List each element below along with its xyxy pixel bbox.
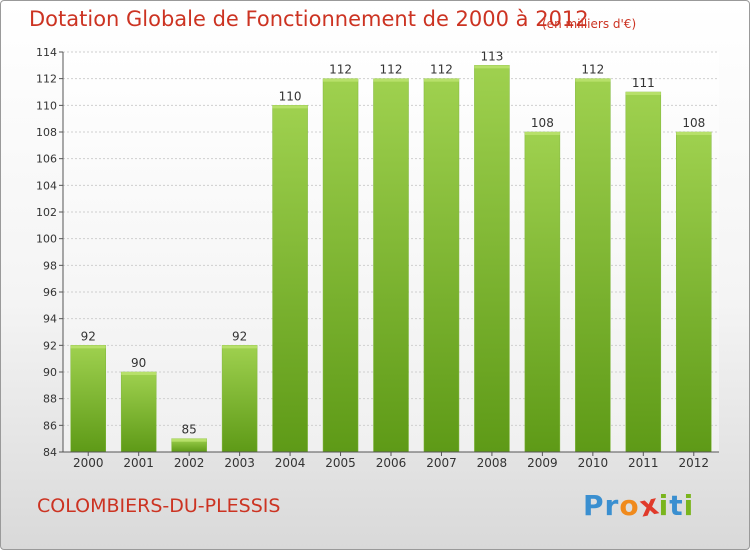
y-tick-label: 100 [36, 233, 57, 246]
y-tick-label: 112 [36, 73, 57, 86]
bar-2003 [221, 345, 258, 453]
y-tick-label: 88 [43, 393, 57, 406]
bar-highlight-2009 [524, 132, 560, 135]
data-label-2011: 111 [632, 76, 655, 90]
proxiti-logo[interactable]: Proxiti [583, 487, 695, 523]
bar-2000 [70, 345, 106, 453]
bar-highlight-2010 [575, 78, 611, 82]
bars [70, 65, 712, 453]
bar-highlight-2012 [676, 132, 712, 135]
logo-letter: P [583, 489, 605, 522]
x-tick-label: 2002 [174, 456, 205, 470]
x-tick-label: 2004 [275, 456, 306, 470]
logo-letter: t [669, 489, 684, 522]
data-label-2001: 90 [131, 356, 146, 370]
x-tick-label: 2010 [578, 456, 609, 470]
bar-highlight-2007 [423, 78, 459, 82]
bar-highlight-2001 [121, 372, 157, 375]
bar-highlight-2002 [171, 438, 207, 442]
x-tick-label: 2000 [73, 456, 104, 470]
y-tick-label: 90 [43, 366, 57, 379]
y-tick-label: 102 [36, 206, 57, 219]
y-tick-label: 106 [36, 153, 57, 166]
data-labels: 92 90 85 92 110 112 112 112 113 108 112 111 108 [81, 49, 706, 436]
y-tick-label: 86 [43, 419, 57, 432]
bar-2011 [625, 91, 662, 453]
data-label-2009: 108 [531, 116, 554, 130]
x-tick-label: 2012 [678, 456, 709, 470]
x-axis-ticks: 2000 2001 2002 2003 2004 2005 2006 2007 2008 2009… [73, 452, 709, 470]
data-label-2012: 108 [682, 116, 705, 130]
y-tick-label: 110 [36, 99, 57, 112]
data-label-2008: 113 [480, 49, 503, 63]
location-name: COLOMBIERS-DU-PLESSIS [37, 495, 281, 517]
data-label-2003: 92 [232, 329, 247, 343]
x-tick-label: 2007 [426, 456, 457, 470]
y-tick-label: 108 [36, 126, 57, 139]
bar-highlight-2003 [222, 345, 258, 349]
bar-2001 [120, 371, 157, 453]
bar-2007 [423, 78, 460, 453]
bar-highlight-2011 [625, 92, 661, 95]
bar-2008 [474, 65, 510, 453]
chart-title: Dotation Globale de Fonctionnement de 20… [29, 7, 589, 31]
x-tick-label: 2009 [527, 456, 558, 470]
logo-letter: o [619, 489, 640, 522]
y-tick-label: 96 [43, 286, 57, 299]
logo-letter: r [604, 489, 620, 522]
data-label-2006: 112 [380, 63, 403, 77]
y-tick-label: 92 [43, 339, 57, 352]
bar-2005 [322, 78, 359, 453]
bar-2006 [373, 78, 409, 453]
bar-highlight-2000 [70, 345, 106, 349]
bar-2004 [272, 105, 308, 453]
bar-2012 [676, 131, 712, 453]
data-label-2007: 112 [430, 63, 453, 77]
bar-2010 [575, 78, 611, 453]
y-tick-label: 94 [43, 313, 57, 326]
y-tick-label: 98 [43, 259, 57, 272]
y-tick-label: 114 [36, 46, 57, 59]
y-tick-label: 84 [43, 446, 57, 459]
y-axis-ticks: 84 86 88 90 92 94 96 98 100 102 104 106 108 110 112 114 [36, 46, 63, 459]
data-label-2002: 85 [182, 423, 197, 437]
bar-highlight-2005 [323, 78, 359, 82]
data-label-2010: 112 [581, 63, 604, 77]
y-tick-label: 104 [36, 179, 57, 192]
logo-letter: i [683, 489, 695, 522]
bar-highlight-2006 [373, 78, 409, 82]
x-tick-label: 2005 [325, 456, 356, 470]
logo-letter: i [658, 489, 670, 522]
x-tick-label: 2003 [224, 456, 255, 470]
x-tick-label: 2006 [376, 456, 407, 470]
chart-unit-note: (en milliers d'€) [542, 17, 637, 31]
bar-2009 [524, 131, 561, 453]
data-label-2005: 112 [329, 63, 352, 77]
bar-highlight-2004 [272, 105, 308, 109]
data-label-2004: 110 [279, 89, 302, 103]
x-tick-label: 2011 [628, 456, 659, 470]
data-label-2000: 92 [81, 329, 96, 343]
x-tick-label: 2008 [477, 456, 508, 470]
x-tick-label: 2001 [123, 456, 154, 470]
bar-highlight-2008 [474, 65, 510, 69]
